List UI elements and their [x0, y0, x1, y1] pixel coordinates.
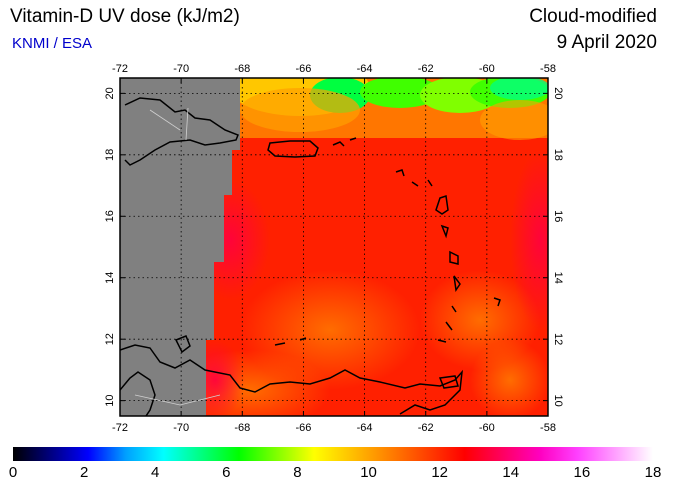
no-data-region	[120, 78, 240, 416]
date-label: 9 April 2020	[556, 32, 657, 53]
source-label: KNMI / ESA	[12, 35, 93, 52]
lon-tick-label-top: -58	[540, 63, 556, 75]
lon-tick-label-top: -68	[234, 63, 250, 75]
lon-tick-label-bottom: -72	[112, 422, 128, 434]
tick-labels: -72 -72 -70 -70 -68 -68 -66 -66 -64 -64 -62 -62 -60 -…	[104, 63, 564, 434]
map-frame	[119, 77, 549, 417]
grid-lines	[120, 78, 548, 416]
borders	[134, 107, 221, 406]
colorbar-tick-label: 6	[222, 464, 231, 481]
lon-tick-label-bottom: -68	[234, 422, 250, 434]
lon-tick-label-top: -66	[295, 63, 311, 75]
lon-tick-label-bottom: -58	[540, 422, 556, 434]
map-field	[120, 78, 548, 416]
lat-tick-label-right: 16	[552, 210, 564, 222]
lat-tick-label-left: 12	[104, 333, 116, 345]
map-title: Vitamin-D UV dose (kJ/m2)	[10, 6, 240, 27]
colorbar-tick-label: 0	[8, 464, 18, 481]
lat-tick-label-right: 10	[552, 395, 564, 407]
lon-tick-label-bottom: -70	[173, 422, 189, 434]
lon-tick-label-top: -60	[479, 63, 495, 75]
lat-tick-label-right: 18	[552, 149, 564, 161]
colorbar-tick-label: 2	[79, 464, 89, 481]
lat-tick-label-left: 14	[104, 272, 116, 284]
product-label: Cloud-modified	[529, 6, 657, 27]
colorbar-tick-label: 18	[644, 464, 662, 481]
frame-ticks	[119, 78, 549, 416]
lat-tick-label-right: 14	[552, 272, 564, 284]
lon-tick-label-top: -64	[357, 63, 373, 75]
colorbar	[13, 447, 653, 461]
lat-tick-label-left: 20	[104, 87, 116, 99]
lat-tick-label-left: 18	[104, 149, 116, 161]
colorbar-tick-label: 16	[573, 464, 591, 481]
colorbar-tick-label: 8	[293, 464, 302, 481]
colorbar-tick-label: 4	[151, 464, 160, 481]
colorbar-tick-label: 14	[502, 464, 520, 481]
lat-tick-label-right: 20	[552, 87, 564, 99]
lon-tick-label-top: -62	[418, 63, 434, 75]
lat-tick-label-left: 10	[104, 395, 116, 407]
lon-tick-label-top: -70	[173, 63, 189, 75]
coastlines	[120, 97, 501, 416]
lon-tick-label-bottom: -62	[418, 422, 434, 434]
colorbar-tick-label: 12	[431, 464, 448, 481]
lon-tick-label-bottom: -60	[479, 422, 495, 434]
lon-tick-label-top: -72	[112, 63, 128, 75]
lat-tick-label-right: 12	[552, 333, 564, 345]
lon-tick-label-bottom: -64	[357, 422, 373, 434]
lat-tick-label-left: 16	[104, 210, 116, 222]
colorbar-tick-label: 10	[360, 464, 377, 481]
lon-tick-label-bottom: -66	[295, 422, 311, 434]
